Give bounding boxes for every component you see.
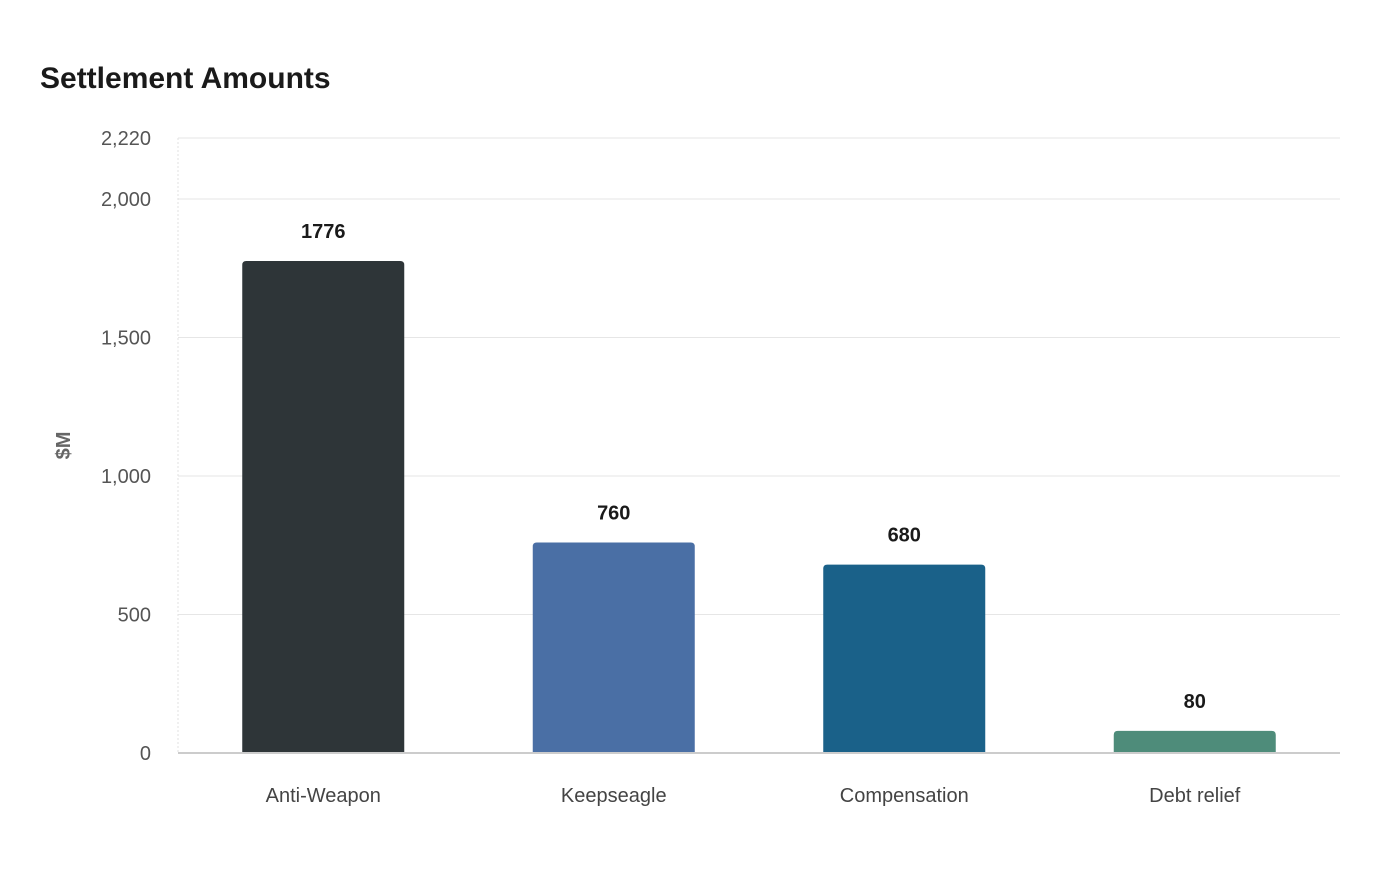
data-label: 760: [597, 502, 630, 524]
bar: [532, 542, 695, 753]
y-tick-label: 1,000: [101, 466, 151, 488]
data-label: 1776: [301, 221, 346, 243]
y-tick-label: 1,500: [101, 327, 151, 349]
y-tick-label: 0: [140, 743, 151, 765]
x-tick-label: Compensation: [840, 785, 969, 807]
bar: [823, 564, 986, 753]
x-tick-label: Debt relief: [1149, 785, 1241, 807]
x-tick-label: Anti-Weapon: [266, 785, 381, 807]
x-tick-label: Keepseagle: [561, 785, 667, 807]
y-tick-label: 2,220: [101, 128, 151, 150]
data-label: 680: [888, 525, 921, 547]
chart-title: Settlement Amounts: [40, 62, 331, 95]
y-tick-label: 500: [118, 604, 151, 626]
data-label: 80: [1184, 691, 1206, 713]
y-axis-title: $M: [53, 432, 75, 460]
labels: 0 500 1,000 1,500 2,000 2,220 $M 1776 Anti-Weapo…: [53, 128, 1241, 807]
bars: [242, 261, 1276, 753]
y-tick-label: 2,000: [101, 189, 151, 211]
bar: [1113, 730, 1276, 753]
axes: [177, 138, 1340, 754]
bar: [242, 261, 405, 753]
